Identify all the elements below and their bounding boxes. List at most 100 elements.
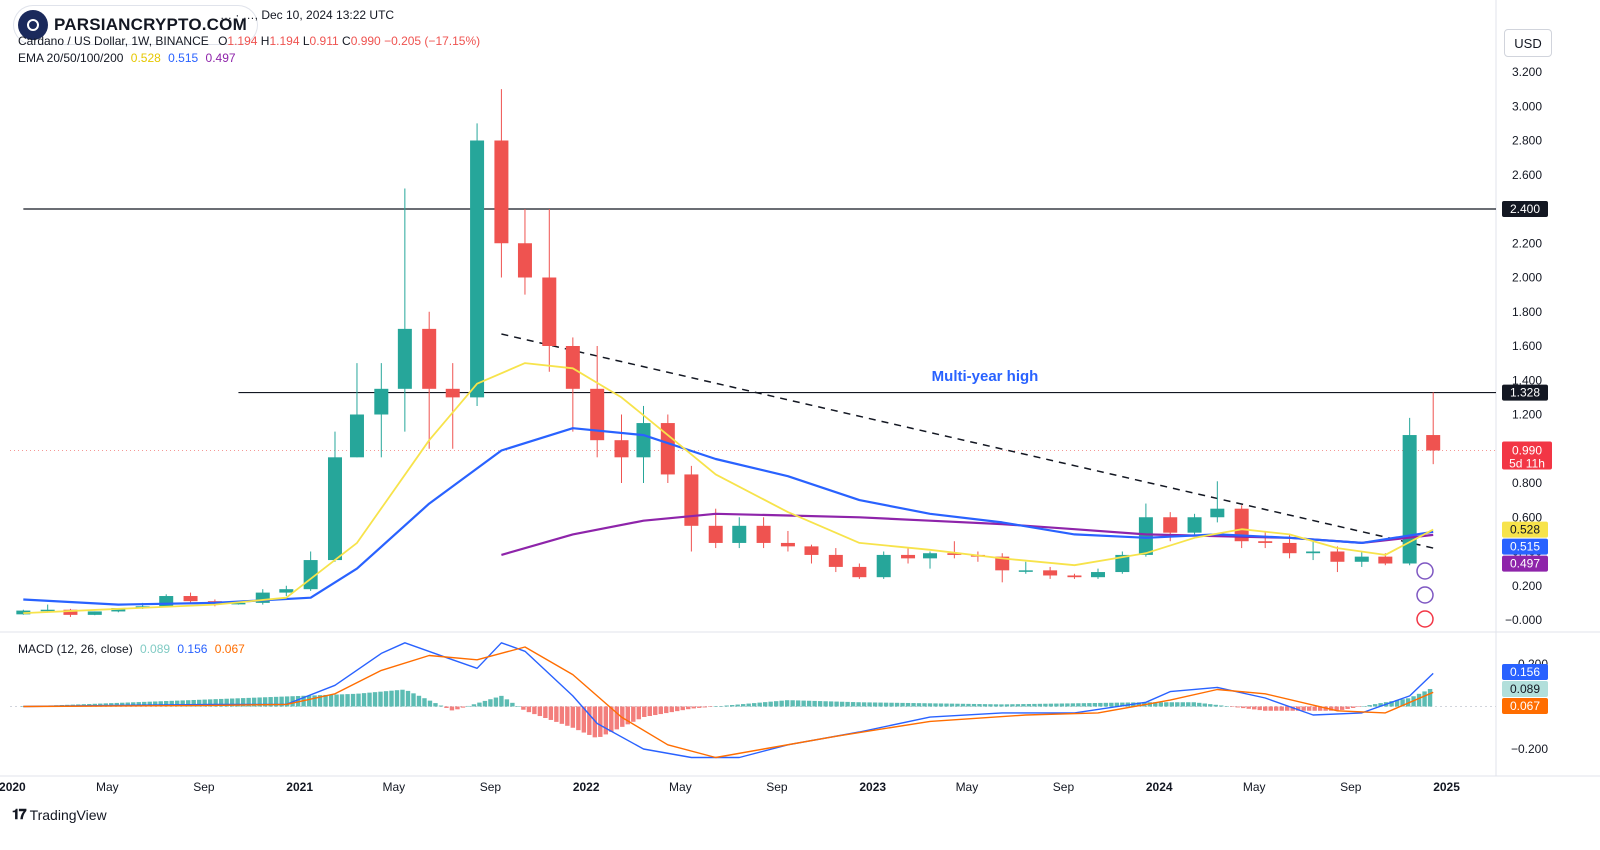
candle[interactable] [590,346,605,458]
symbol-title[interactable]: Cardano / US Dollar, 1W, BINANCE [18,34,209,48]
candle[interactable] [1091,568,1106,579]
ohlc-l-label: L [302,34,310,48]
ema20-value: 0.528 [130,51,161,65]
currency-button[interactable]: USD [1504,29,1552,57]
macd-histogram-bar [1339,706,1345,710]
candle[interactable] [901,548,916,564]
candle[interactable] [1234,505,1249,549]
candle[interactable] [87,611,102,616]
candle[interactable] [1043,566,1058,579]
macd-histogram-bar [658,706,663,715]
current-price-label: 0.990 [1512,443,1542,457]
ema50-value: 0.515 [168,51,199,65]
ema200-value: 0.497 [205,51,236,65]
macd-histogram-bar [180,700,185,707]
macd-histogram-bar [1202,703,1207,707]
candle[interactable] [183,592,198,603]
macd-histogram-bar [1235,706,1240,708]
candle[interactable] [303,551,318,591]
candle[interactable] [349,363,364,458]
macd-histogram-bar [1208,704,1213,707]
candle[interactable] [828,548,843,573]
event-star-icon[interactable] [1416,562,1434,580]
macd-histogram-bar [609,706,614,732]
macd-histogram-bar [164,701,169,707]
candle[interactable] [1018,561,1033,574]
candle[interactable] [1067,573,1082,579]
candle[interactable] [660,414,675,484]
candle[interactable] [1187,513,1202,537]
candle[interactable] [614,414,629,484]
candle[interactable] [255,589,270,605]
candle[interactable] [1402,417,1417,566]
candle[interactable] [40,604,55,612]
candle-body [1258,541,1273,543]
macd-histogram-bar [971,703,977,707]
macd-histogram-bar [927,703,933,707]
candle[interactable] [708,508,723,549]
macd-histogram-bar [944,703,949,707]
candle[interactable] [780,530,795,552]
candle[interactable] [876,551,891,579]
descending-trendline[interactable] [501,333,1434,549]
macd-histogram-bar [686,706,691,710]
macd-histogram-bar [828,701,834,707]
macd-histogram-bar [625,706,630,725]
candle[interactable] [1115,551,1130,574]
candle-body [1018,570,1033,572]
macd-signal-line[interactable] [23,646,1434,759]
candle-body [1234,508,1249,542]
time-tick-label: Sep [480,780,502,794]
candle[interactable] [422,311,437,449]
ema20-line[interactable] [23,362,1434,614]
candle[interactable] [852,563,867,579]
candle[interactable] [732,517,747,549]
candle[interactable] [1330,546,1345,573]
macd-histogram-bar [1098,702,1103,707]
candle[interactable] [494,89,509,278]
candle[interactable] [684,465,699,552]
macd-line[interactable] [23,642,1434,759]
candle-body [1138,517,1153,555]
candle[interactable] [397,188,412,432]
candle[interactable] [565,337,580,432]
macd-histogram-bar [1070,703,1076,707]
macd-histogram-bar [784,700,790,707]
event-lightning-icon[interactable] [1416,586,1434,604]
macd-histogram-bar [999,704,1004,707]
candle[interactable] [1258,530,1273,549]
ema-legend[interactable]: EMA 20/50/100/200 0.528 0.515 0.497 [18,51,236,65]
macd-histogram-bar [224,698,229,707]
candle[interactable] [1354,551,1369,567]
candle[interactable] [1210,481,1225,523]
candle[interactable] [279,585,294,597]
macd-histogram-bar [169,700,174,707]
macd-histogram-bar [581,706,587,733]
candle[interactable] [923,551,938,569]
candle[interactable] [804,544,819,564]
candle[interactable] [445,363,460,449]
candle[interactable] [1306,539,1321,561]
candle[interactable] [947,541,962,559]
candle[interactable] [1138,503,1153,557]
macd-histogram-bar [933,703,938,707]
event-flag-icon[interactable] [1416,610,1434,628]
candle[interactable] [374,363,389,458]
macd-histogram-bar [664,706,669,714]
candle[interactable] [327,431,342,562]
candle[interactable] [542,209,557,372]
candle[interactable] [636,405,651,483]
candle[interactable] [470,123,485,406]
macd-histogram-bar [1367,705,1372,707]
price-tick-label: 0.200 [1512,579,1542,593]
level-badge-label: 1.328 [1510,386,1540,400]
macd-histogram-bar [773,701,779,707]
candle[interactable] [1426,392,1441,465]
candle[interactable] [517,209,532,295]
candle[interactable] [756,517,771,549]
macd-histogram-bar [317,695,323,707]
macd-histogram-bar [499,695,504,707]
macd-histogram-bar [817,701,823,707]
macd-legend[interactable]: MACD (12, 26, close) 0.089 0.156 0.067 [18,642,245,656]
